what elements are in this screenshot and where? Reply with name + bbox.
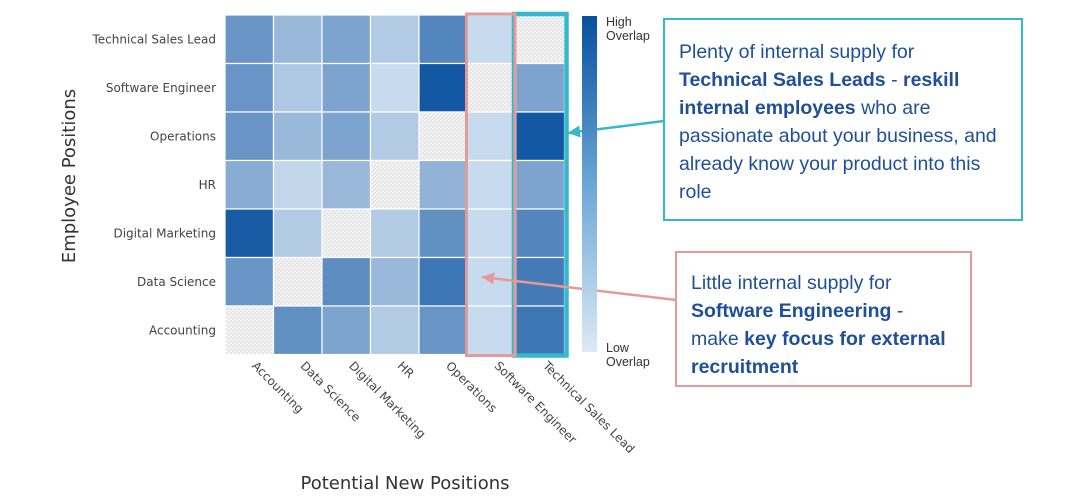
callout-1-text-2: - [885, 69, 903, 91]
heatmap-cell-technical-sales-lead-software-engineer [466, 14, 517, 65]
heatmap-cell-digital-marketing-accounting [224, 208, 275, 259]
heatmap-cell-technical-sales-lead-hr [369, 14, 420, 65]
heatmap-cell-operations-software-engineer [466, 111, 517, 162]
row-label-software-engineer: Software Engineer [106, 81, 216, 95]
legend-low-line1: Low [606, 341, 630, 355]
heatmap-cell-hr-operations [418, 159, 469, 210]
heatmap-cell-software-engineer-operations [418, 62, 469, 113]
heatmap-cell-hr-accounting [224, 159, 275, 210]
heatmap-cell-technical-sales-lead-operations [418, 14, 469, 65]
heatmap-cell-operations-accounting [224, 111, 275, 162]
heatmap-cell-accounting-technical-sales-lead [515, 305, 566, 356]
heatmap-cell-accounting-accounting [224, 305, 275, 356]
row-label-accounting: Accounting [149, 323, 216, 337]
heatmap-cell-operations-technical-sales-lead [515, 111, 566, 162]
row-label-technical-sales-lead: Technical Sales Lead [92, 32, 217, 46]
heatmap-cell-hr-technical-sales-lead [515, 159, 566, 210]
y-axis-title: Employee Positions [59, 89, 80, 263]
color-legend-bar [582, 16, 597, 352]
heatmap-cell-accounting-digital-marketing [321, 305, 372, 356]
heatmap-cell-digital-marketing-technical-sales-lead [515, 208, 566, 259]
heatmap-cell-accounting-software-engineer [466, 305, 517, 356]
heatmap-cell-hr-hr [369, 159, 420, 210]
column-label-hr: HR [395, 359, 417, 381]
legend-high-line1: High [606, 15, 632, 29]
heatmap-cell-software-engineer-data-science [272, 62, 323, 113]
heatmap-cell-operations-operations [418, 111, 469, 162]
callout-1-bold-2: reskill internal employees [679, 69, 960, 119]
heatmap-cell-software-engineer-hr [369, 62, 420, 113]
row-label-digital-marketing: Digital Marketing [113, 226, 216, 240]
heatmap-cell-data-science-hr [369, 256, 420, 307]
callout-1-bold-1: Technical Sales Leads [679, 69, 886, 91]
arrow-pink [481, 272, 677, 302]
callout-2-bold-2: key focus for external recruitment [691, 328, 946, 378]
heatmap-cell-digital-marketing-hr [369, 208, 420, 259]
row-label-data-science: Data Science [137, 275, 216, 289]
heatmap-cell-digital-marketing-data-science [272, 208, 323, 259]
heatmap-cell-technical-sales-lead-technical-sales-lead [515, 14, 566, 65]
heatmap-cell-accounting-hr [369, 305, 420, 356]
column-label-software-engineer: Software Engineer [492, 359, 580, 447]
heatmap-cell-accounting-data-science [272, 305, 323, 356]
heatmap-cell-software-engineer-accounting [224, 62, 275, 113]
highlight-box-software-engineer [465, 12, 517, 357]
row-labels: Technical Sales Lead Software Engineer Ope… [92, 32, 217, 337]
row-label-operations: Operations [150, 129, 216, 143]
callout-software-engineering: Little internal supply for Software Engi… [675, 251, 972, 387]
heatmap-cell-accounting-operations [418, 305, 469, 356]
heatmap-cell-software-engineer-technical-sales-lead [515, 62, 566, 113]
callout-2-text-1: Little internal supply for [691, 272, 892, 294]
heatmap-cell-data-science-operations [418, 256, 469, 307]
column-label-operations: Operations [443, 359, 500, 416]
callout-2-bold-1: Software Engineering [691, 300, 892, 322]
heatmap-cell-data-science-digital-marketing [321, 256, 372, 307]
heatmap-cell-operations-hr [369, 111, 420, 162]
heatmap-cell-technical-sales-lead-accounting [224, 14, 275, 65]
highlight-boxes [465, 11, 569, 358]
heatmap-cell-hr-digital-marketing [321, 159, 372, 210]
heatmap-cell-technical-sales-lead-data-science [272, 14, 323, 65]
callout-1-text-1: Plenty of internal supply for [679, 41, 915, 63]
legend-low-line2: Overlap [606, 355, 650, 369]
callout-technical-sales-lead: Plenty of internal supply for Technical … [663, 18, 1023, 221]
heatmap-cell-digital-marketing-operations [418, 208, 469, 259]
heatmap-cell-digital-marketing-software-engineer [466, 208, 517, 259]
heatmap-cell-data-science-data-science [272, 256, 323, 307]
heatmap-cell-digital-marketing-digital-marketing [321, 208, 372, 259]
heatmap-cell-hr-data-science [272, 159, 323, 210]
callout-1-text-3: who are passionate about your business, … [679, 97, 997, 203]
x-axis-title: Potential New Positions [300, 473, 509, 494]
heatmap-cell-technical-sales-lead-digital-marketing [321, 14, 372, 65]
callout-2-text-2: - make [691, 300, 904, 350]
row-label-hr: HR [199, 178, 216, 192]
heatmap-cells [224, 14, 566, 356]
heatmap-cell-software-engineer-digital-marketing [321, 62, 372, 113]
column-label-technical-sales-lead: Technical Sales Lead [539, 358, 637, 456]
heatmap-cell-operations-digital-marketing [321, 111, 372, 162]
heatmap-cell-operations-data-science [272, 111, 323, 162]
heatmap-cell-hr-software-engineer [466, 159, 517, 210]
legend-high-line2: Overlap [606, 29, 650, 43]
heatmap-cell-software-engineer-software-engineer [466, 62, 517, 113]
heatmap-cell-data-science-accounting [224, 256, 275, 307]
